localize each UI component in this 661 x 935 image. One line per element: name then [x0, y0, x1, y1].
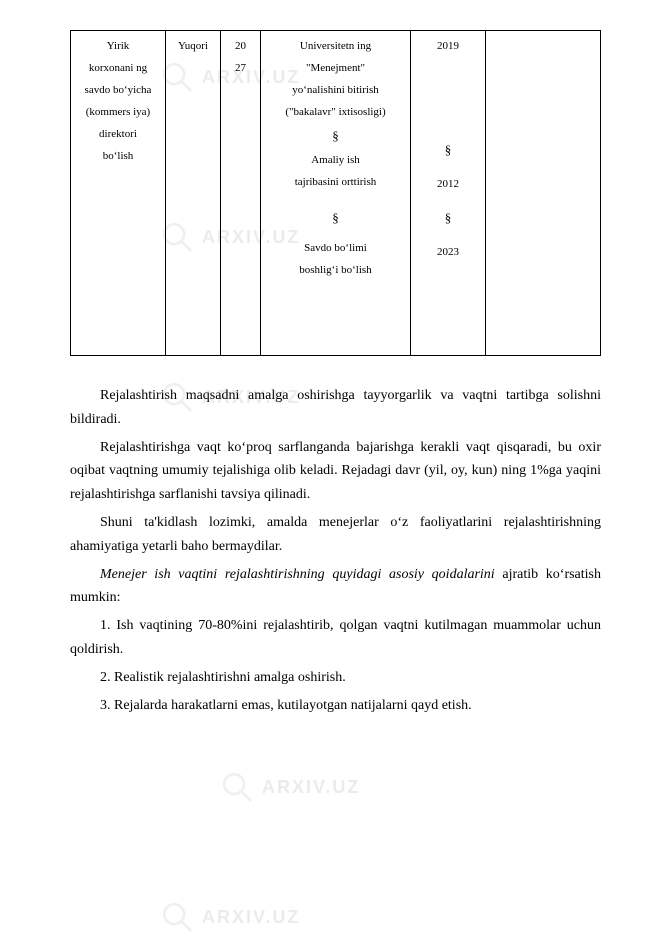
italic-run: Menejer ish vaqtini rejalashtirishning q…	[100, 567, 495, 582]
cell-line: 20	[225, 35, 256, 57]
cell-line: 2019	[415, 35, 481, 57]
spacer	[415, 231, 481, 241]
section-mark: §	[265, 205, 406, 231]
spacer	[265, 281, 406, 351]
magnifier-icon	[220, 770, 254, 804]
spacer	[415, 195, 481, 205]
cell-line: yo‘nalishini bitirish	[265, 79, 406, 101]
plan-table: Yirik korxonani ng savdo bo‘yicha (komme…	[70, 30, 601, 356]
cell-line: 27	[225, 57, 256, 79]
section-mark: §	[415, 137, 481, 163]
cell-line: Yirik	[75, 35, 161, 57]
cell-line: tajribasini orttirish	[265, 171, 406, 193]
paragraph: 1. Ish vaqtining 70-80%ini rejalashtirib…	[70, 614, 601, 662]
cell-line: ("bakalavr" ixtisosligi)	[265, 101, 406, 123]
paragraph: Menejer ish vaqtini rejalashtirishning q…	[70, 563, 601, 611]
cell-line: "Menejment"	[265, 57, 406, 79]
watermark: ARXIV.UZ	[160, 900, 300, 934]
cell-line: 2023	[415, 241, 481, 263]
cell-years: 2019 § 2012 § 2023	[411, 31, 486, 356]
section-mark: §	[415, 205, 481, 231]
section-mark: §	[265, 123, 406, 149]
paragraph: Rejalashtirish maqsadni amalga oshirishg…	[70, 384, 601, 432]
body-text: Rejalashtirish maqsadni amalga oshirishg…	[70, 384, 601, 717]
cell-line: bo‘lish	[75, 145, 161, 167]
cell-empty	[486, 31, 601, 356]
magnifier-icon	[160, 900, 194, 934]
watermark: ARXIV.UZ	[220, 770, 360, 804]
spacer	[415, 57, 481, 137]
watermark-text: ARXIV.UZ	[262, 777, 360, 798]
cell-goal: Yirik korxonani ng savdo bo‘yicha (komme…	[71, 31, 166, 356]
paragraph: 2. Realistik rejalashtirishni amalga osh…	[70, 666, 601, 690]
cell-line: boshlig‘i bo‘lish	[265, 259, 406, 281]
table-row: Yirik korxonani ng savdo bo‘yicha (komme…	[71, 31, 601, 356]
cell-steps: Universitetn ing "Menejment" yo‘nalishin…	[261, 31, 411, 356]
watermark-text: ARXIV.UZ	[202, 907, 300, 928]
cell-line: Amaliy ish	[265, 149, 406, 171]
cell-line: savdo bo‘yicha	[75, 79, 161, 101]
paragraph: 3. Rejalarda harakatlarni emas, kutilayo…	[70, 694, 601, 718]
cell-numbers: 20 27	[221, 31, 261, 356]
cell-line: Savdo bo‘limi	[265, 237, 406, 259]
spacer	[415, 163, 481, 173]
paragraph: Shuni ta'kidlash lozimki, amalda menejer…	[70, 511, 601, 559]
spacer	[265, 193, 406, 205]
cell-level: Yuqori	[166, 31, 221, 356]
cell-line: 2012	[415, 173, 481, 195]
cell-line: korxonani ng	[75, 57, 161, 79]
cell-line: Universitetn ing	[265, 35, 406, 57]
paragraph: Rejalashtirishga vaqt ko‘proq sarflangan…	[70, 436, 601, 507]
cell-line: direktori	[75, 123, 161, 145]
cell-line: (kommers iya)	[75, 101, 161, 123]
